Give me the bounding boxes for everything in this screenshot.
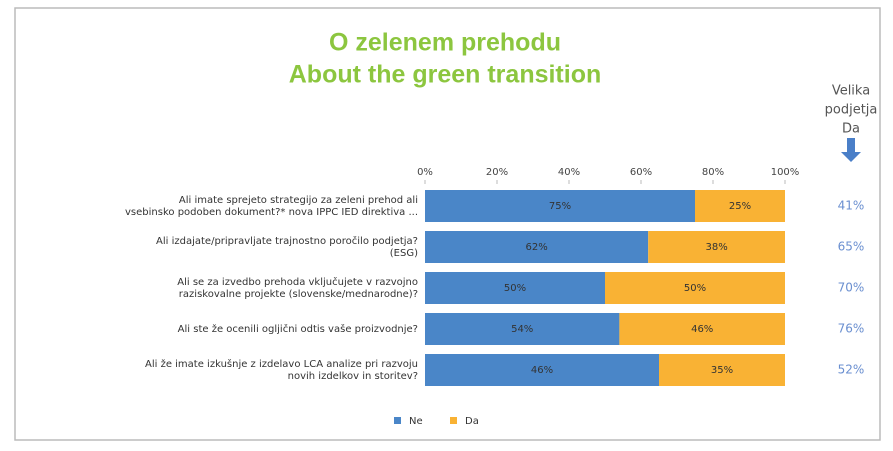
data-label: 35% [711, 365, 733, 376]
side-value: 70% [838, 281, 865, 295]
bar-segment [605, 272, 785, 304]
category-label: raziskovalne projekte (slovenske/mednaro… [179, 289, 418, 300]
x-tick-label: 0% [417, 167, 433, 178]
data-label: 50% [684, 283, 706, 294]
x-tick-label: 80% [702, 167, 724, 178]
category-label: vsebinsko podoben dokument?* nova IPPC I… [125, 207, 418, 218]
x-tick-label: 20% [486, 167, 508, 178]
category-label: (ESG) [390, 248, 418, 259]
category-label: Ali se za izvedbo prehoda vključujete v … [177, 276, 418, 288]
bar-segment [425, 231, 649, 263]
arrow-icon [841, 138, 861, 162]
bar-segment [425, 272, 605, 304]
legend-swatch [450, 417, 457, 424]
category-label: Ali izdajate/pripravljate trajnostno por… [156, 235, 418, 247]
data-label: 50% [504, 283, 526, 294]
side-title: podjetja [825, 103, 878, 118]
bar-segment [425, 354, 659, 386]
side-value: 65% [838, 240, 865, 254]
data-label: 75% [549, 201, 571, 212]
side-title: Da [842, 122, 860, 137]
data-label: 46% [531, 365, 553, 376]
bar-segment [648, 231, 785, 263]
category-label: Ali imate sprejeto strategijo za zeleni … [179, 195, 418, 206]
chart-title: About the green transition [289, 61, 602, 89]
data-label: 54% [511, 324, 533, 335]
data-label: 62% [525, 242, 547, 253]
category-label: Ali ste že ocenili ogljični odtis vaše p… [178, 323, 418, 335]
category-label: novih izdelkov in storitev? [288, 371, 418, 382]
bar-segment [695, 190, 785, 222]
side-value: 41% [838, 199, 865, 213]
legend-swatch [394, 417, 401, 424]
bar-segment [425, 190, 695, 222]
legend-label: Ne [409, 416, 423, 427]
legend-label: Da [465, 416, 479, 427]
side-title: Velika [832, 84, 870, 99]
x-tick-label: 60% [630, 167, 652, 178]
bar-segment [659, 354, 785, 386]
category-label: Ali že imate izkušnje z izdelavo LCA ana… [145, 358, 418, 370]
data-label: 46% [691, 324, 713, 335]
data-label: 25% [729, 201, 751, 212]
chart-title: O zelenem prehodu [329, 29, 561, 57]
data-label: 38% [705, 242, 727, 253]
bar-segment [619, 313, 785, 345]
side-value: 52% [838, 363, 865, 377]
bar-segment [425, 313, 620, 345]
x-tick-label: 100% [771, 167, 800, 178]
x-tick-label: 40% [558, 167, 580, 178]
side-value: 76% [838, 322, 865, 336]
